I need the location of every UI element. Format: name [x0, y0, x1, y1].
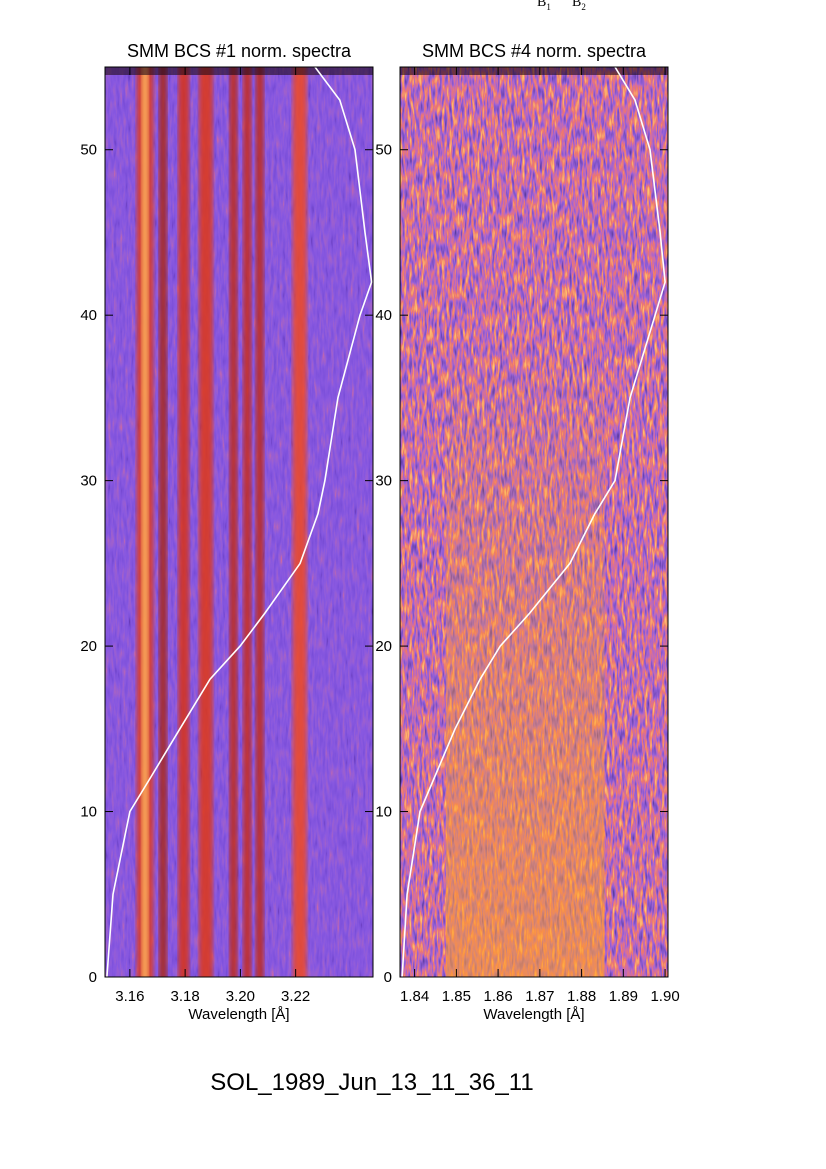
- top-label-text: B: [537, 0, 546, 10]
- y-tick-label: 30: [375, 473, 392, 490]
- plot-area: [400, 67, 668, 977]
- spectral-band: [255, 67, 264, 977]
- spectral-band: [445, 67, 605, 977]
- y-tick-label: 10: [80, 804, 97, 821]
- plot-area: [105, 67, 373, 977]
- x-tick-label: 3.22: [281, 988, 310, 1005]
- x-tick-label: 1.84: [400, 988, 429, 1005]
- y-tick-label: 20: [375, 638, 392, 655]
- spectral-band: [141, 67, 149, 977]
- x-tick-label: 3.18: [171, 988, 200, 1005]
- y-tick-label: 30: [80, 473, 97, 490]
- x-tick-label: 1.88: [567, 988, 596, 1005]
- spectral-band: [198, 67, 213, 977]
- top-label-text: B: [572, 0, 581, 10]
- top-label-sub: 1: [546, 2, 551, 12]
- x-tick-label: 3.20: [226, 988, 255, 1005]
- y-tick-label: 40: [80, 307, 97, 324]
- spectral-band: [229, 67, 238, 977]
- top-label-sub: 2: [581, 2, 586, 12]
- x-axis-label: Wavelength [Å]: [483, 1006, 584, 1023]
- y-tick-label: 10: [375, 804, 392, 821]
- panel-title: SMM BCS #4 norm. spectra: [422, 41, 647, 61]
- x-tick-label: 1.85: [442, 988, 471, 1005]
- top-strip: [105, 67, 373, 75]
- x-axis-label: Wavelength [Å]: [188, 1006, 289, 1023]
- x-tick-label: 1.89: [609, 988, 638, 1005]
- x-tick-label: 3.16: [115, 988, 144, 1005]
- y-tick-label: 0: [89, 969, 97, 986]
- plot-frame: [104, 66, 374, 978]
- panel: SMM BCS #1 norm. spectra Wavelength [Å] 0 1…: [80, 41, 374, 1023]
- light-curve: [106, 67, 373, 977]
- light-curve: [401, 67, 666, 977]
- y-tick-label: 40: [375, 307, 392, 324]
- y-tick-label: 20: [80, 638, 97, 655]
- y-tick-label: 0: [384, 969, 392, 986]
- top-label: B2: [572, 0, 586, 12]
- x-tick-label: 1.87: [525, 988, 554, 1005]
- x-tick-label: 1.86: [483, 988, 512, 1005]
- spectral-band: [158, 67, 168, 977]
- top-label: B1: [537, 0, 551, 12]
- y-tick-label: 50: [80, 142, 97, 159]
- top-strip: [400, 67, 668, 75]
- footer: SOL_1989_Jun_13_11_36_11: [210, 1069, 533, 1096]
- panel-title: SMM BCS #1 norm. spectra: [127, 41, 352, 61]
- y-tick-label: 50: [375, 142, 392, 159]
- x-tick-label: 1.90: [650, 988, 679, 1005]
- spectral-band: [243, 67, 252, 977]
- plot-frame: [399, 66, 669, 978]
- spectral-band: [292, 67, 307, 977]
- spectral-band: [178, 67, 190, 977]
